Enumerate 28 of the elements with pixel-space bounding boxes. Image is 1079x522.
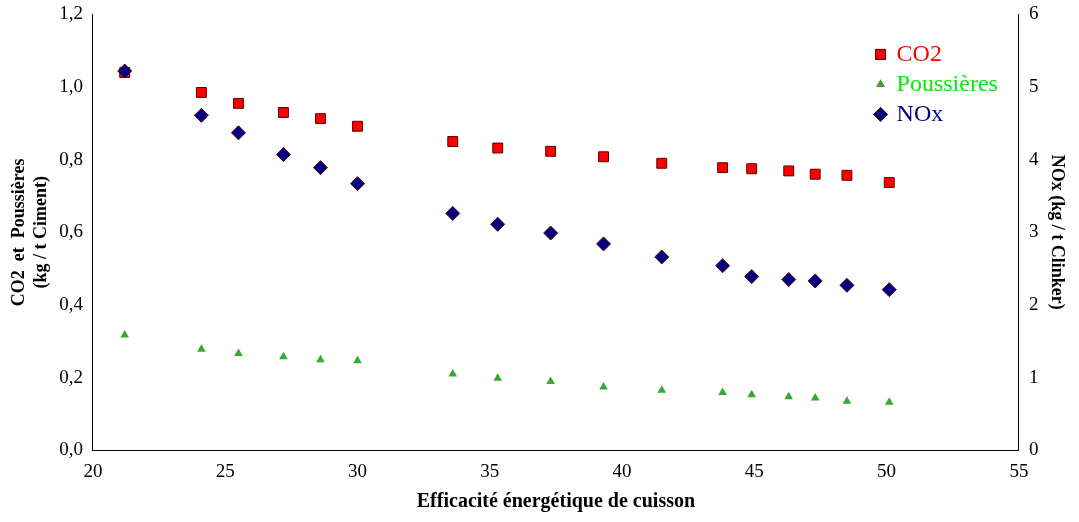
- x-tick-label: 40: [612, 459, 632, 481]
- y2-tick-label: 0: [1028, 438, 1039, 460]
- x-tick-label: 25: [215, 459, 235, 481]
- y-tick-label: 0,8: [59, 147, 83, 169]
- x-tick-label: 20: [83, 459, 103, 481]
- legend-label: NOx: [896, 99, 944, 126]
- x-axis-title: Efficacité énergétique de cuisson: [416, 489, 696, 513]
- y-tick-label: 1,2: [59, 2, 83, 24]
- y2-tick-label: 4: [1028, 147, 1039, 169]
- x-tick-label: 55: [1009, 459, 1029, 481]
- y2-tick-label: 1: [1028, 365, 1039, 387]
- y-tick-label: 0,4: [59, 292, 84, 314]
- y2-tick-label: 2: [1028, 292, 1039, 314]
- x-tick-label: 30: [348, 459, 368, 481]
- x-tick-label: 45: [744, 459, 764, 481]
- y2-axis-title: NOx (kg / t Clinker): [1046, 154, 1068, 310]
- y-tick-label: 0,0: [59, 438, 83, 460]
- y-tick-label: 1,0: [59, 75, 83, 97]
- y-tick-label: 0,2: [59, 365, 83, 387]
- y-axis-title: CO2 et Poussières (kg / t Ciment): [8, 158, 52, 307]
- y2-tick-label: 5: [1028, 75, 1039, 97]
- y-tick-label: 0,6: [59, 220, 83, 242]
- y2-tick-label: 6: [1028, 2, 1039, 24]
- legend-label: Poussières: [896, 69, 998, 96]
- y2-tick-label: 3: [1028, 220, 1039, 242]
- legend-label: CO2: [896, 39, 942, 66]
- x-tick-label: 50: [877, 459, 897, 481]
- x-tick-label: 35: [480, 459, 500, 481]
